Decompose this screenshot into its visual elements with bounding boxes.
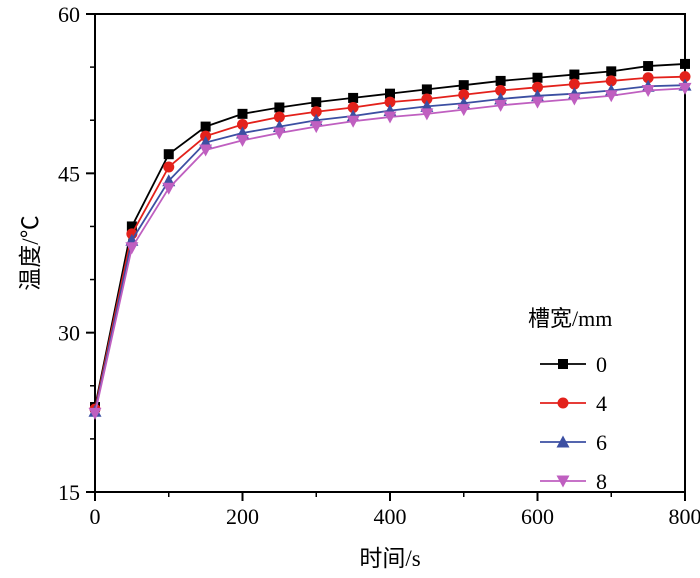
- marker-triangle-down: [604, 90, 618, 103]
- marker-square: [458, 80, 469, 91]
- y-tick-label: 30: [58, 321, 80, 346]
- marker-triangle-down: [678, 82, 692, 95]
- x-axis-label: 时间/s: [359, 546, 421, 571]
- marker-circle: [421, 93, 433, 105]
- marker-circle: [495, 84, 507, 96]
- marker-triangle-down: [383, 111, 397, 124]
- legend-item-label: 4: [596, 391, 607, 416]
- legend-item-label: 0: [596, 352, 607, 377]
- legend-item-label: 8: [596, 469, 607, 494]
- marker-square: [495, 75, 506, 86]
- legend-title: 槽宽/mm: [528, 306, 612, 331]
- marker-circle: [163, 161, 175, 173]
- marker-triangle-up: [556, 435, 570, 448]
- marker-square: [606, 66, 617, 77]
- marker-circle: [458, 89, 470, 101]
- marker-circle: [273, 111, 285, 123]
- marker-triangle-down: [199, 144, 213, 157]
- marker-triangle-down: [494, 99, 508, 112]
- marker-square: [643, 61, 654, 72]
- marker-triangle-down: [531, 96, 544, 109]
- marker-square: [126, 221, 137, 232]
- marker-circle: [557, 397, 569, 409]
- marker-triangle-down: [346, 115, 360, 128]
- marker-circle: [310, 106, 322, 118]
- y-tick-label: 60: [58, 2, 80, 27]
- series-8: [88, 82, 692, 420]
- marker-square: [311, 97, 322, 108]
- marker-triangle-down: [236, 134, 249, 147]
- plot-frame: [94, 13, 686, 493]
- marker-triangle-down: [641, 84, 655, 97]
- x-tick-label: 200: [226, 504, 259, 529]
- marker-circle: [568, 78, 580, 90]
- x-tick-label: 400: [374, 504, 407, 529]
- marker-square: [385, 88, 395, 99]
- marker-circle: [532, 81, 543, 93]
- marker-triangle-down: [125, 242, 139, 255]
- marker-circle: [347, 101, 359, 113]
- marker-circle: [237, 118, 248, 130]
- marker-triangle-down: [457, 104, 471, 117]
- marker-circle: [642, 72, 654, 84]
- marker-square: [680, 58, 690, 69]
- marker-triangle-down: [272, 127, 286, 140]
- legend-item-label: 6: [596, 430, 607, 455]
- y-tick-label: 15: [58, 480, 80, 505]
- marker-square: [569, 69, 580, 80]
- marker-square: [421, 84, 432, 95]
- marker-triangle-down: [309, 121, 323, 134]
- marker-square: [348, 92, 359, 103]
- marker-circle: [605, 75, 617, 87]
- marker-triangle-down: [162, 182, 176, 195]
- marker-triangle-down: [88, 407, 102, 420]
- legend: 槽宽/mm 0 4 6 8: [528, 306, 612, 494]
- marker-square: [558, 359, 568, 369]
- marker-square: [532, 72, 543, 83]
- y-axis-label: 温度/℃: [18, 215, 43, 291]
- marker-triangle-down: [420, 108, 434, 121]
- marker-square: [200, 121, 211, 132]
- marker-circle: [679, 71, 691, 83]
- marker-square: [163, 149, 174, 160]
- series-4: [89, 71, 691, 415]
- marker-triangle-down: [567, 93, 581, 106]
- x-tick-label: 800: [669, 504, 700, 529]
- marker-square: [274, 102, 285, 113]
- x-tick-label: 0: [90, 504, 101, 529]
- x-tick-label: 600: [521, 504, 554, 529]
- marker-square: [237, 108, 248, 119]
- marker-triangle-down: [556, 475, 570, 488]
- marker-circle: [384, 96, 396, 108]
- y-tick-label: 45: [58, 161, 80, 186]
